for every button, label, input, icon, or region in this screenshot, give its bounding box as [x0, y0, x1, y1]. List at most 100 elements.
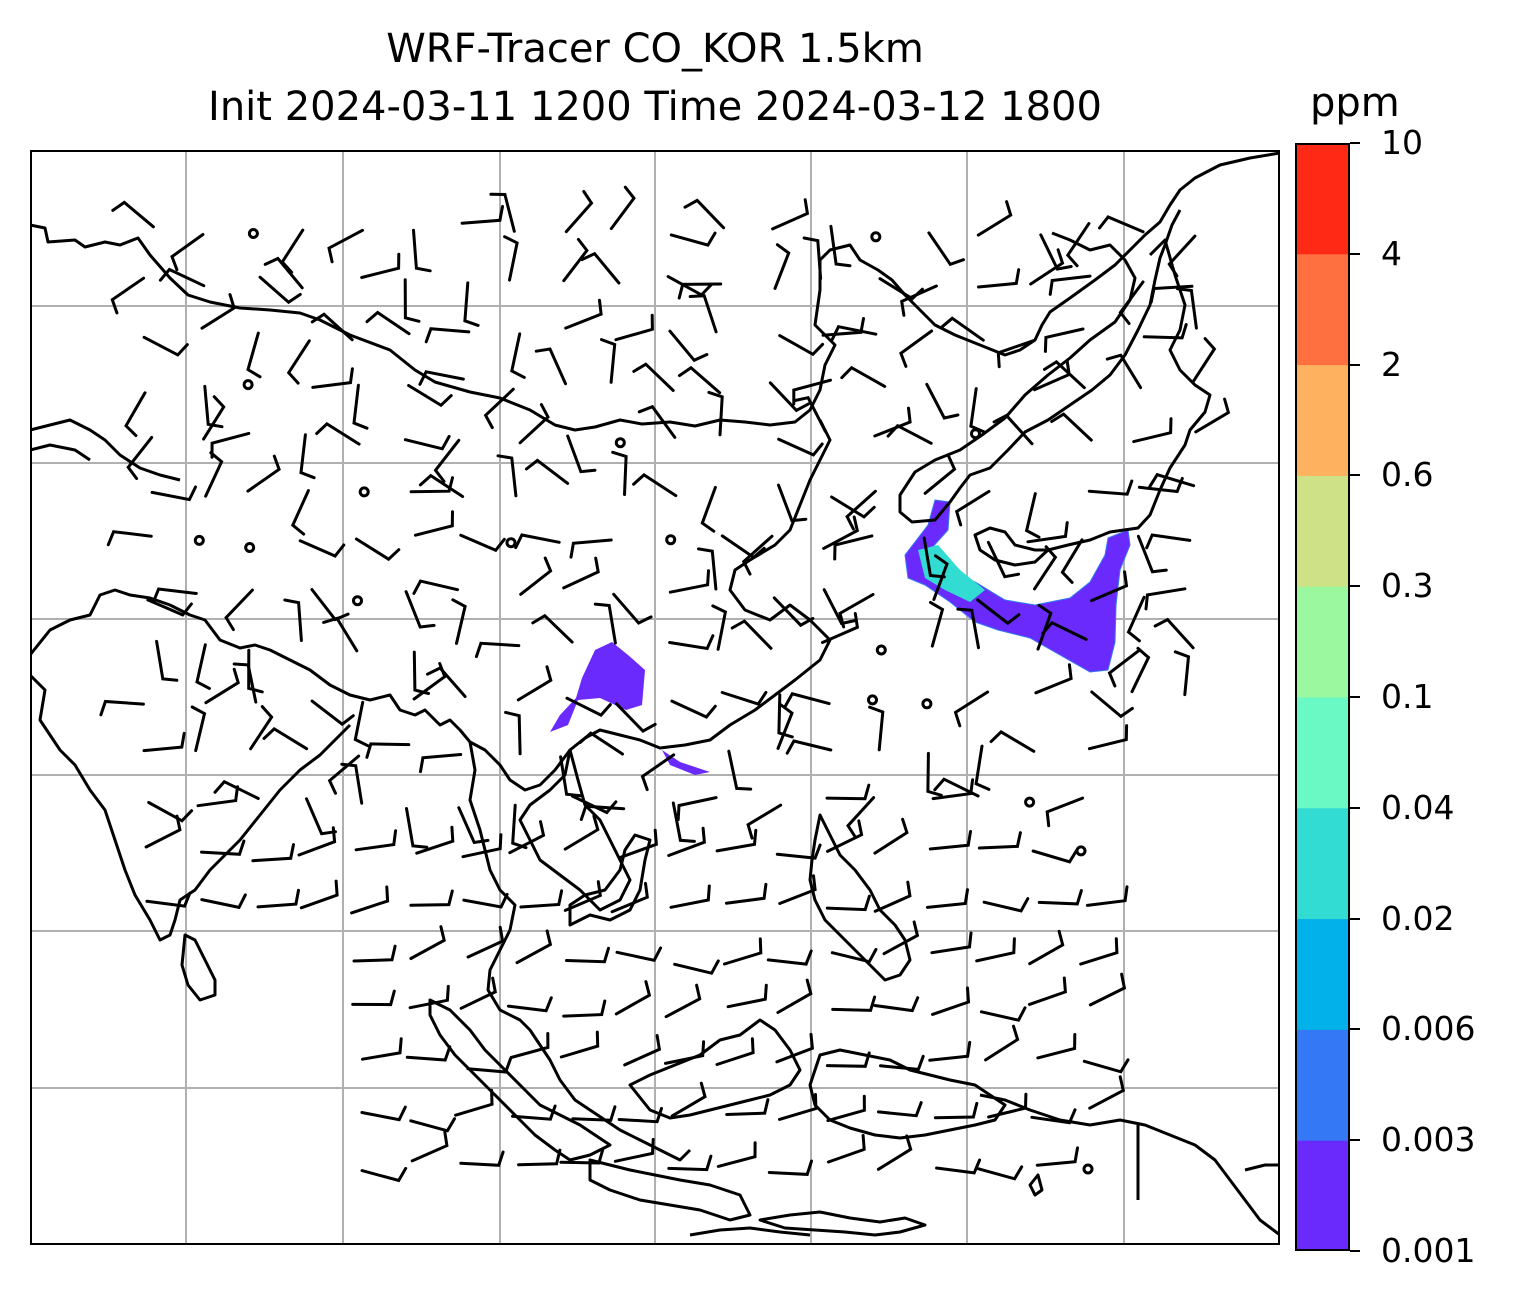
colorbar-tick-mark [1350, 585, 1360, 588]
wind-barb [200, 893, 247, 910]
colorbar-segment [1295, 364, 1350, 476]
colorbar-tick-mark [1350, 1139, 1360, 1142]
calm-circle [614, 437, 626, 449]
wind-barb [151, 587, 198, 604]
wind-barb [361, 1037, 403, 1061]
wind-barb [826, 1094, 866, 1123]
wind-barb [715, 828, 758, 853]
wind-barb [1090, 570, 1129, 603]
wind-barb [111, 200, 155, 229]
wind-barb [146, 598, 193, 617]
wind-barb [825, 1051, 871, 1068]
colorbar-tick-mark [1350, 252, 1360, 255]
wind-barb [510, 332, 526, 379]
wind-barb [673, 959, 720, 975]
wind-barb [727, 749, 753, 791]
colorbar-segment [1295, 1140, 1350, 1251]
wind-barb [571, 794, 618, 815]
wind-barb [802, 236, 823, 280]
wind-barb [204, 667, 240, 705]
wind-barb [562, 999, 607, 1018]
wind-barb [879, 1054, 925, 1072]
wind-barb [720, 534, 766, 560]
wind-barb [670, 1081, 707, 1118]
calm-circle [242, 379, 254, 391]
wind-barb [409, 476, 454, 494]
calm-circle [358, 486, 370, 498]
tracer-plume-china [550, 642, 710, 775]
wind-barb [720, 690, 768, 706]
colorbar-tick-label: 0.006 [1381, 1009, 1476, 1049]
wind-barb [615, 702, 657, 733]
wind-barb [683, 198, 726, 230]
wind-barb [405, 1045, 452, 1062]
calm-circle [352, 595, 363, 607]
wind-barb [928, 830, 972, 851]
map-panel [30, 150, 1280, 1245]
wind-barb [669, 231, 717, 247]
wind-barb [697, 547, 718, 591]
wind-barb [483, 387, 515, 430]
wind-barb [460, 205, 504, 225]
wind-barb [593, 602, 617, 645]
wind-barb [508, 820, 546, 855]
wind-barb [1039, 233, 1073, 271]
wind-barb [886, 423, 933, 445]
wind-barb [466, 925, 505, 959]
colorbar-segment [1295, 918, 1350, 1030]
wind-barb [246, 454, 281, 493]
wind-barb [563, 880, 602, 912]
wind-barb [404, 590, 436, 629]
wind-barb [773, 243, 791, 290]
wind-barb [610, 881, 649, 914]
wind-barb [203, 384, 224, 429]
wind-barb [459, 533, 506, 553]
wind-barb [925, 382, 960, 420]
wind-barb [145, 891, 192, 908]
wind-barb [777, 437, 824, 457]
wind-barb [785, 739, 833, 755]
wind-barb [778, 334, 825, 357]
wind-barb [979, 1006, 1027, 1022]
wind-barb [873, 996, 920, 1013]
calm-circle [505, 537, 517, 549]
wind-barb [1026, 521, 1069, 544]
wind-barb [1148, 472, 1196, 489]
wind-barb [877, 1101, 923, 1118]
wind-barb [667, 826, 707, 857]
calm-wind-markers [193, 228, 1094, 1175]
wind-barb [433, 438, 461, 483]
wind-barb [1107, 648, 1142, 688]
wind-barb [299, 433, 316, 480]
wind-barb [873, 406, 912, 438]
wind-barb [768, 381, 811, 413]
wind-barb [876, 1134, 913, 1171]
calm-circle [244, 542, 256, 553]
wind-barb [297, 826, 337, 857]
wind-barb [1087, 479, 1134, 496]
wind-barb [322, 616, 359, 653]
wind-barb [170, 233, 205, 272]
wind-barb [409, 889, 454, 907]
wind-barb [1130, 646, 1151, 694]
wind-barb [845, 489, 877, 531]
wind-barb [771, 198, 810, 231]
wind-barb [515, 929, 553, 965]
wind-barb [564, 298, 603, 330]
colorbar-tick-mark [1350, 696, 1360, 698]
colorbar-tick-mark [1350, 363, 1360, 366]
wind-barb [190, 705, 207, 753]
wind-barb [518, 403, 550, 445]
wind-barb [725, 1098, 770, 1116]
wind-barb [767, 1159, 813, 1176]
wind-barb [614, 313, 654, 342]
wind-barb [262, 727, 309, 751]
wind-barb [504, 710, 522, 756]
wind-barb [251, 843, 295, 863]
wind-barb [531, 613, 574, 644]
wind-barb [840, 365, 887, 388]
wind-barb [776, 978, 813, 1014]
wind-barb [578, 731, 624, 756]
wind-barb [506, 996, 553, 1013]
wind-barb [1034, 663, 1073, 695]
